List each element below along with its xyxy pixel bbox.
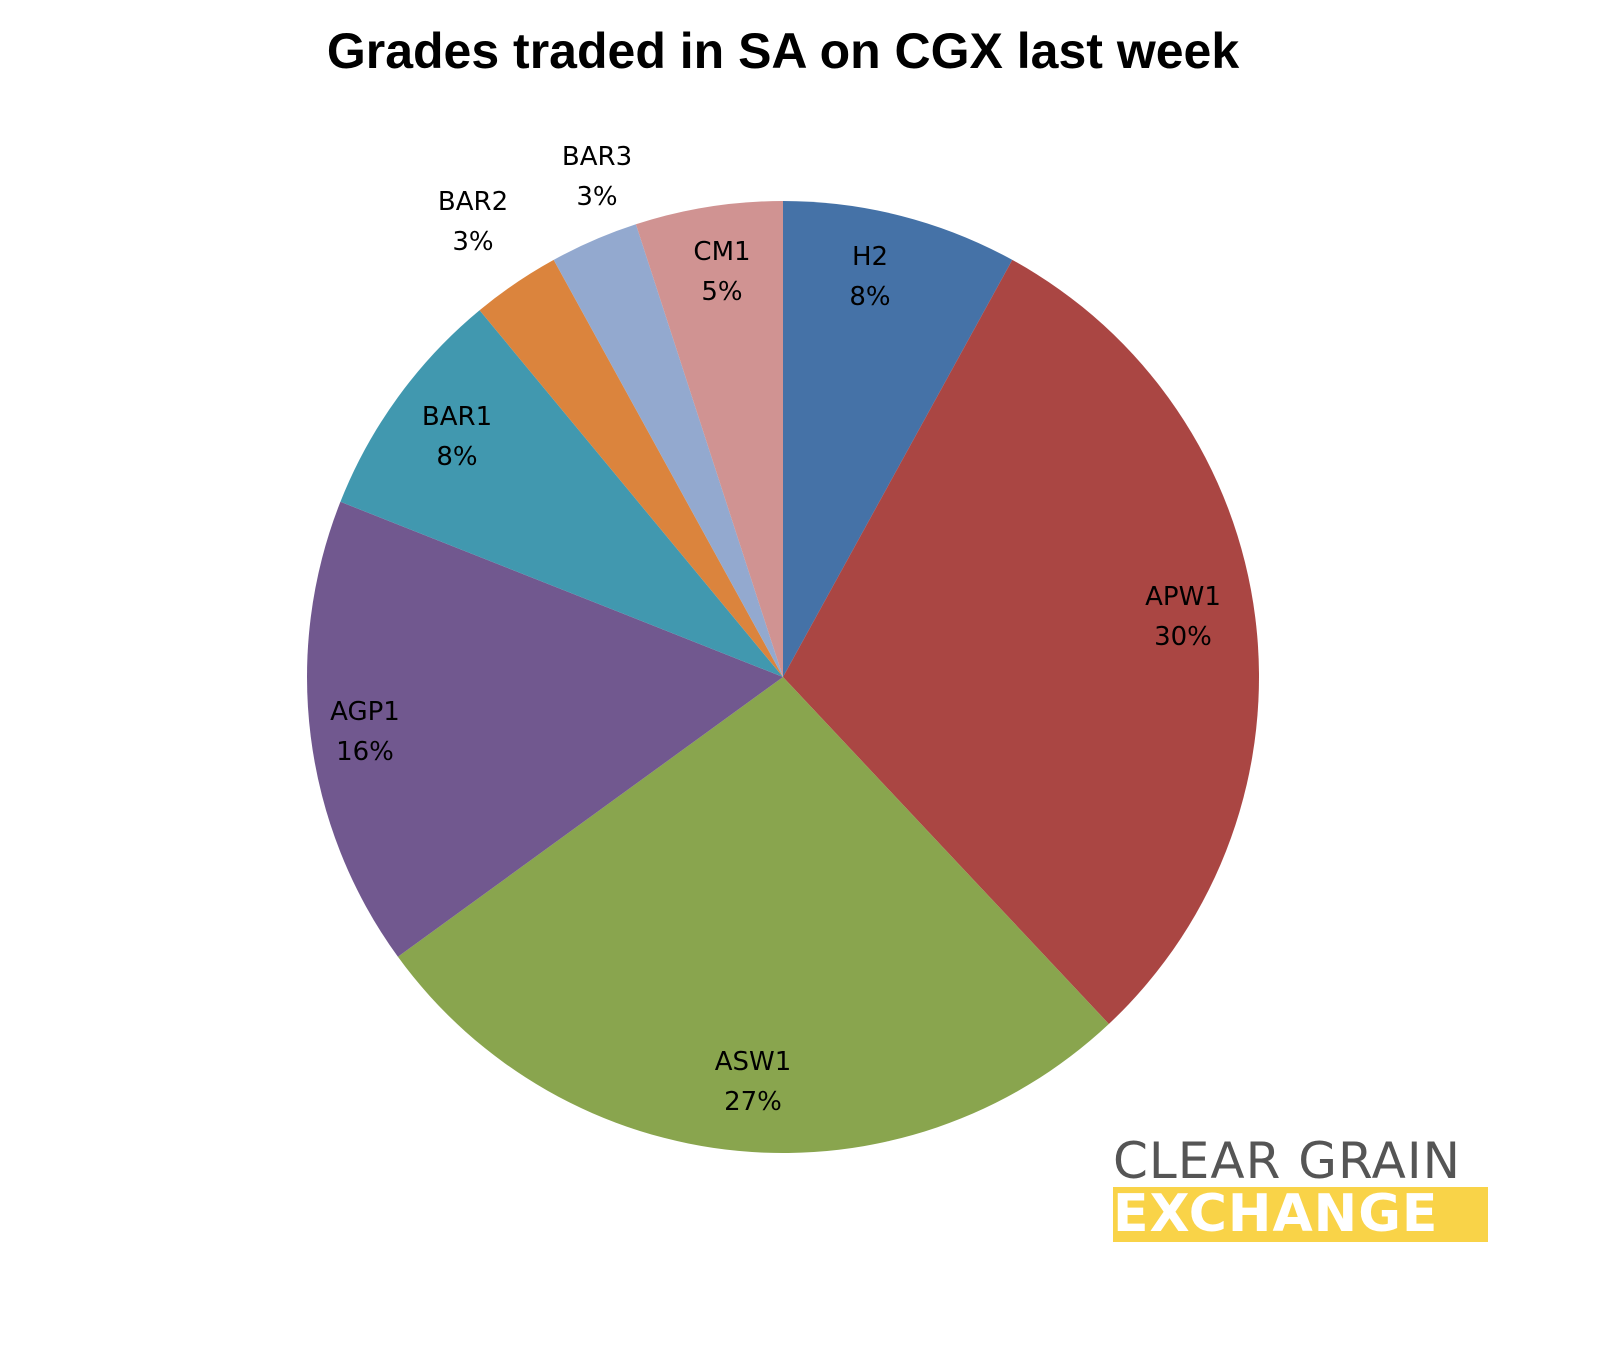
slice-label-asw1: ASW1 [715, 1047, 792, 1077]
pie-slice-bar2 [479, 259, 783, 677]
slice-percent-bar3: 3% [576, 182, 617, 212]
slice-label-apw1: APW1 [1145, 582, 1221, 612]
slice-percent-apw1: 30% [1154, 622, 1212, 652]
clear-grain-exchange-logo: CLEAR GRAIN EXCHANGE [1113, 1135, 1488, 1242]
slice-label-agp1: AGP1 [330, 697, 400, 727]
pie-slice-bar3 [553, 224, 783, 677]
pie-slice-agp1 [307, 501, 783, 957]
pie-slice-bar1 [340, 310, 783, 677]
logo-line2: EXCHANGE [1113, 1187, 1488, 1242]
slice-percent-h2: 8% [849, 282, 890, 312]
slice-percent-bar1: 8% [436, 442, 477, 472]
chart-title: Grades traded in SA on CGX last week [326, 23, 1240, 79]
logo-line1: CLEAR GRAIN [1113, 1132, 1462, 1190]
slice-label-bar1: BAR1 [422, 402, 492, 432]
slice-label-cm1: CM1 [693, 237, 750, 267]
slice-label-h2: H2 [852, 242, 888, 272]
slice-percent-cm1: 5% [701, 277, 742, 307]
pie-slice-apw1 [783, 259, 1260, 1024]
pie-slice-cm1 [635, 201, 783, 677]
slice-label-bar3: BAR3 [562, 142, 632, 172]
pie-slice-h2 [783, 201, 1013, 677]
pie-slice-asw1 [397, 677, 1109, 1154]
slice-percent-agp1: 16% [336, 737, 394, 767]
slice-label-bar2: BAR2 [438, 187, 508, 217]
slice-percent-bar2: 3% [452, 227, 493, 257]
slice-percent-asw1: 27% [724, 1087, 782, 1117]
